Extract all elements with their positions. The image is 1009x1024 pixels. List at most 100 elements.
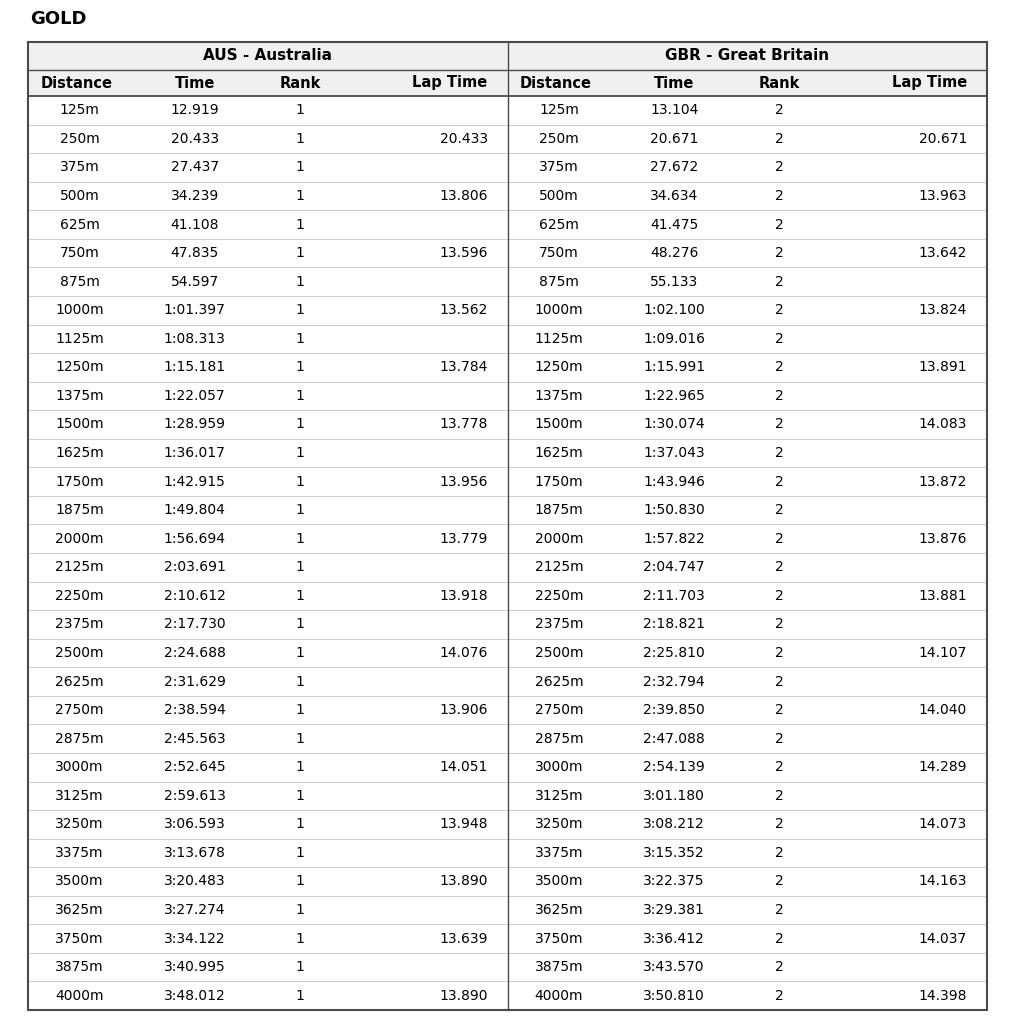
Text: 13.881: 13.881 bbox=[918, 589, 968, 603]
Text: 3375m: 3375m bbox=[55, 846, 104, 860]
Text: 750m: 750m bbox=[60, 246, 100, 260]
Text: 13.784: 13.784 bbox=[439, 360, 487, 375]
Text: 875m: 875m bbox=[60, 274, 100, 289]
Text: 1: 1 bbox=[296, 788, 305, 803]
Text: 750m: 750m bbox=[539, 246, 579, 260]
Text: 3:43.570: 3:43.570 bbox=[644, 961, 705, 974]
Text: 2:31.629: 2:31.629 bbox=[163, 675, 226, 688]
Bar bbox=[28, 210, 987, 239]
Bar bbox=[28, 724, 987, 753]
Text: 13.806: 13.806 bbox=[439, 189, 487, 203]
Text: 2:11.703: 2:11.703 bbox=[644, 589, 705, 603]
Text: 2500m: 2500m bbox=[55, 646, 104, 660]
Text: 1:42.915: 1:42.915 bbox=[163, 474, 226, 488]
Text: 3:01.180: 3:01.180 bbox=[643, 788, 705, 803]
Text: 13.891: 13.891 bbox=[918, 360, 968, 375]
Text: 2: 2 bbox=[775, 817, 784, 831]
Text: 3:13.678: 3:13.678 bbox=[163, 846, 226, 860]
Text: 1: 1 bbox=[296, 332, 305, 346]
Text: 14.289: 14.289 bbox=[918, 760, 968, 774]
Text: 2750m: 2750m bbox=[55, 703, 104, 717]
Text: 1:22.057: 1:22.057 bbox=[163, 389, 225, 402]
Text: 1: 1 bbox=[296, 617, 305, 632]
Text: 2: 2 bbox=[775, 675, 784, 688]
Text: 41.108: 41.108 bbox=[171, 217, 219, 231]
Text: 3750m: 3750m bbox=[55, 932, 104, 945]
Text: 2:39.850: 2:39.850 bbox=[644, 703, 705, 717]
Text: 1:57.822: 1:57.822 bbox=[644, 531, 705, 546]
Text: 14.398: 14.398 bbox=[918, 989, 968, 1002]
Text: 3125m: 3125m bbox=[55, 788, 104, 803]
Text: 2: 2 bbox=[775, 903, 784, 918]
Text: 1: 1 bbox=[296, 646, 305, 660]
Text: 1: 1 bbox=[296, 531, 305, 546]
Text: 2: 2 bbox=[775, 788, 784, 803]
Text: 2: 2 bbox=[775, 760, 784, 774]
Text: 2625m: 2625m bbox=[535, 675, 583, 688]
Text: 48.276: 48.276 bbox=[650, 246, 698, 260]
Text: 1000m: 1000m bbox=[55, 303, 104, 317]
Text: 250m: 250m bbox=[60, 132, 100, 145]
Text: 13.639: 13.639 bbox=[439, 932, 487, 945]
Text: 1: 1 bbox=[296, 961, 305, 974]
Text: 2: 2 bbox=[775, 560, 784, 574]
Text: 2:52.645: 2:52.645 bbox=[163, 760, 225, 774]
Text: 14.073: 14.073 bbox=[919, 817, 968, 831]
Text: 14.040: 14.040 bbox=[919, 703, 968, 717]
Text: 625m: 625m bbox=[60, 217, 100, 231]
Text: 1: 1 bbox=[296, 503, 305, 517]
Text: 1: 1 bbox=[296, 132, 305, 145]
Text: 2: 2 bbox=[775, 961, 784, 974]
Bar bbox=[28, 296, 987, 325]
Text: 3:27.274: 3:27.274 bbox=[163, 903, 225, 918]
Text: 1375m: 1375m bbox=[55, 389, 104, 402]
Text: Time: Time bbox=[654, 76, 694, 90]
Bar bbox=[28, 125, 987, 154]
Text: 1: 1 bbox=[296, 189, 305, 203]
Text: 2125m: 2125m bbox=[55, 560, 104, 574]
Text: 1: 1 bbox=[296, 932, 305, 945]
Text: 1: 1 bbox=[296, 703, 305, 717]
Text: 3:08.212: 3:08.212 bbox=[644, 817, 705, 831]
Text: 1875m: 1875m bbox=[535, 503, 583, 517]
Text: 20.433: 20.433 bbox=[171, 132, 219, 145]
Text: Distance: Distance bbox=[40, 76, 112, 90]
Text: 2: 2 bbox=[775, 274, 784, 289]
Text: 2: 2 bbox=[775, 189, 784, 203]
Text: 1: 1 bbox=[296, 874, 305, 889]
Bar bbox=[28, 467, 987, 496]
Text: 1:49.804: 1:49.804 bbox=[163, 503, 226, 517]
Text: 20.433: 20.433 bbox=[440, 132, 487, 145]
Bar bbox=[28, 154, 987, 181]
Bar bbox=[28, 325, 987, 353]
Text: 2:03.691: 2:03.691 bbox=[163, 560, 226, 574]
Bar bbox=[28, 925, 987, 953]
Text: 250m: 250m bbox=[539, 132, 579, 145]
Text: 2: 2 bbox=[775, 989, 784, 1002]
Text: 14.107: 14.107 bbox=[919, 646, 968, 660]
Text: 2: 2 bbox=[775, 303, 784, 317]
Text: 3:20.483: 3:20.483 bbox=[163, 874, 225, 889]
Text: 1:50.830: 1:50.830 bbox=[644, 503, 705, 517]
Bar bbox=[28, 810, 987, 839]
Text: 1:30.074: 1:30.074 bbox=[644, 418, 705, 431]
Text: 1: 1 bbox=[296, 274, 305, 289]
Text: 3250m: 3250m bbox=[55, 817, 104, 831]
Text: 1:36.017: 1:36.017 bbox=[163, 446, 226, 460]
Text: 1: 1 bbox=[296, 560, 305, 574]
Text: 2:59.613: 2:59.613 bbox=[163, 788, 226, 803]
Text: 2:32.794: 2:32.794 bbox=[644, 675, 705, 688]
Text: 13.872: 13.872 bbox=[919, 474, 968, 488]
Text: 125m: 125m bbox=[60, 103, 100, 118]
Text: 1125m: 1125m bbox=[535, 332, 583, 346]
Text: 2:25.810: 2:25.810 bbox=[644, 646, 705, 660]
Text: 3875m: 3875m bbox=[535, 961, 583, 974]
Bar bbox=[28, 96, 987, 125]
Text: 4000m: 4000m bbox=[535, 989, 583, 1002]
Text: 1: 1 bbox=[296, 675, 305, 688]
Text: 1: 1 bbox=[296, 760, 305, 774]
Text: 3:36.412: 3:36.412 bbox=[644, 932, 705, 945]
Text: 2: 2 bbox=[775, 161, 784, 174]
Text: 2: 2 bbox=[775, 103, 784, 118]
Text: 1: 1 bbox=[296, 360, 305, 375]
